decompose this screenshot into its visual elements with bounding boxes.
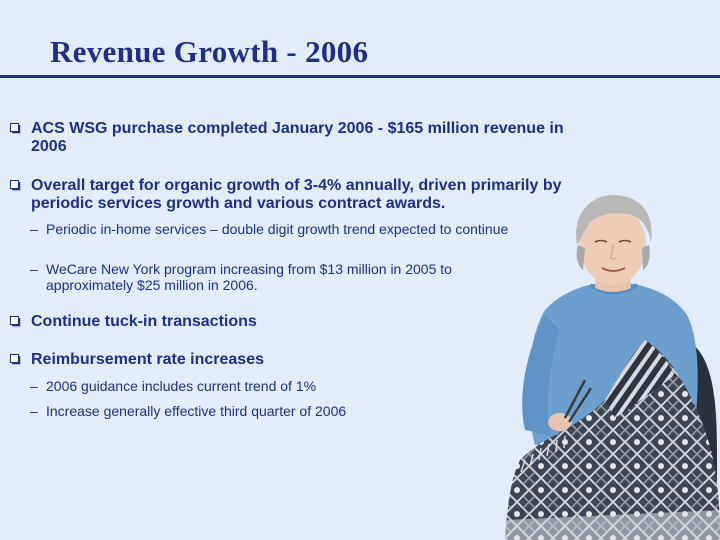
bullet-item: Reimbursement rate increases bbox=[10, 351, 570, 369]
checkbox-bullet-icon bbox=[10, 354, 21, 365]
sub-bullet-text: Periodic in-home services – double digit… bbox=[46, 221, 509, 237]
bullet-item: Overall target for organic growth of 3-4… bbox=[10, 177, 570, 213]
sub-bullet-item: – 2006 guidance includes current trend o… bbox=[30, 378, 530, 394]
checkbox-bullet-icon bbox=[10, 180, 21, 191]
checkbox-bullet-icon bbox=[10, 123, 21, 134]
checkbox-bullet-icon bbox=[10, 316, 21, 327]
dash-marker: – bbox=[30, 261, 38, 277]
bullet-text: Reimbursement rate increases bbox=[31, 351, 264, 368]
sub-bullet-text: 2006 guidance includes current trend of … bbox=[46, 378, 317, 394]
bullet-item: Continue tuck-in transactions bbox=[10, 313, 570, 331]
sub-bullet-item: – Increase generally effective third qua… bbox=[30, 403, 530, 419]
bullet-text: Overall target for organic growth of 3-4… bbox=[31, 177, 562, 212]
sub-bullet-text: WeCare New York program increasing from … bbox=[46, 261, 452, 293]
sub-bullet-item: – WeCare New York program increasing fro… bbox=[30, 261, 530, 293]
dash-marker: – bbox=[30, 403, 38, 419]
dash-marker: – bbox=[30, 378, 38, 394]
woman-knitting-photo bbox=[505, 194, 720, 540]
bullet-text: Continue tuck-in transactions bbox=[31, 313, 257, 330]
title-underline bbox=[0, 75, 720, 78]
sub-bullet-item: – Periodic in-home services – double dig… bbox=[30, 221, 530, 237]
bullet-item: ACS WSG purchase completed January 2006 … bbox=[10, 120, 570, 156]
sub-bullet-text: Increase generally effective third quart… bbox=[46, 403, 347, 419]
dash-marker: – bbox=[30, 221, 38, 237]
slide-title: Revenue Growth - 2006 bbox=[50, 34, 369, 69]
bullet-text: ACS WSG purchase completed January 2006 … bbox=[31, 120, 564, 155]
